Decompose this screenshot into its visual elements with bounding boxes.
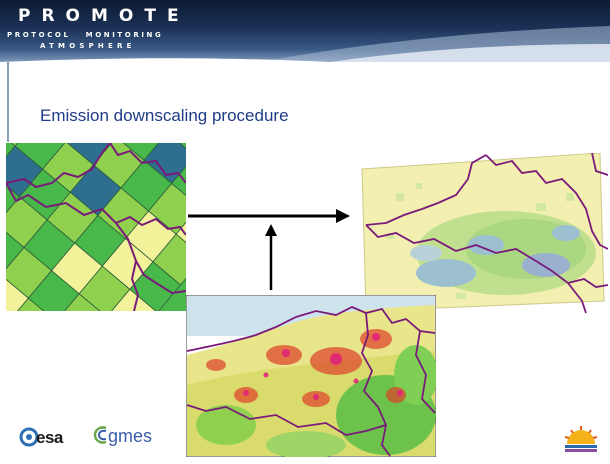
header-banner: PROMOTE PROTOCOL MONITORING ATMOSPHERE — [0, 0, 610, 62]
coarse-grid-map-image — [6, 143, 186, 311]
landuse-proxy-map — [186, 295, 436, 457]
coarse-grid-map — [6, 143, 186, 311]
slide-title: Emission downscaling procedure — [40, 106, 289, 125]
promote-sun-logo — [563, 424, 599, 459]
arrow-up-icon — [262, 222, 280, 292]
esa-logo-mark — [18, 426, 39, 453]
brand-subtitle-line1: PROTOCOL MONITORING — [7, 31, 164, 39]
gmes-logo-mark — [92, 424, 110, 451]
landuse-proxy-map-image — [186, 295, 436, 457]
gmes-logo-text: gmes — [108, 426, 153, 446]
downscaled-emission-map-image — [356, 153, 608, 313]
downscaled-emission-map — [356, 153, 608, 313]
esa-logo-text: esa — [36, 428, 63, 447]
brand-title: PROMOTE — [18, 6, 190, 26]
header-swoosh-graphic — [0, 26, 610, 62]
header-left-rule — [7, 62, 9, 142]
arrow-right-icon — [186, 206, 352, 226]
brand-subtitle-line2: ATMOSPHERE — [40, 42, 136, 50]
